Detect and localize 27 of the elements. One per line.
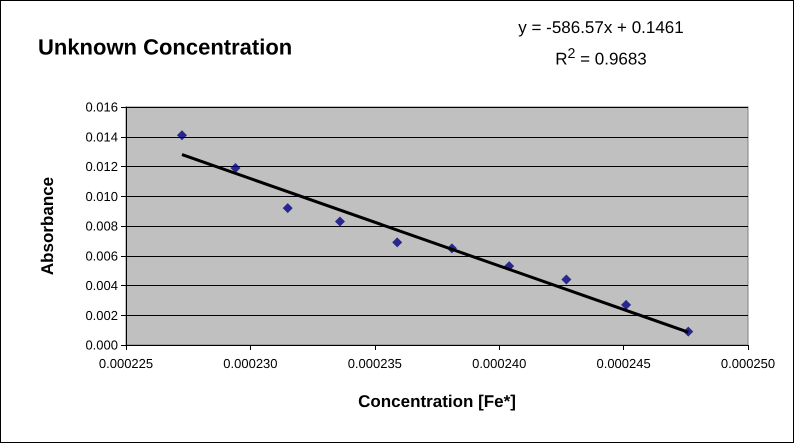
point (334, 216, 345, 227)
y-tick-label: 0.016 (85, 100, 118, 114)
y-tick-label: 0.000 (85, 338, 118, 352)
y-tick-label: 0.012 (85, 159, 118, 174)
y-tick-label: 0.014 (85, 129, 118, 144)
x-tick-label: 0.000245 (596, 356, 651, 371)
point (230, 162, 240, 173)
y-tick-label: 0.008 (85, 218, 118, 234)
y-axis-title: Absorbance (38, 176, 57, 276)
x-tick-label: 0.000250 (720, 356, 776, 371)
point (392, 237, 402, 248)
y-tick-label: 0.010 (85, 188, 118, 204)
y-tick-label: 0.004 (85, 278, 118, 293)
text: R$^{2}$ = 0.9683 (554, 45, 648, 71)
chart-title: Unknown Concentration (38, 34, 292, 60)
point (176, 130, 187, 140)
y-tick-label: 0.006 (85, 248, 118, 264)
y-tick-label: 0.002 (85, 308, 118, 323)
point (561, 274, 572, 285)
x-axis-title: Concentration [Fe*] (358, 392, 516, 411)
x-tick-label: 0.000230 (223, 356, 278, 371)
x-tick-label: 0.000235 (348, 356, 402, 371)
point (282, 203, 293, 214)
x-tick-label: 0.000240 (472, 356, 526, 371)
text: y = -586.57x + 0.1461 (517, 17, 685, 39)
x-tick-label: 0.000225 (98, 356, 154, 371)
point (621, 300, 632, 310)
